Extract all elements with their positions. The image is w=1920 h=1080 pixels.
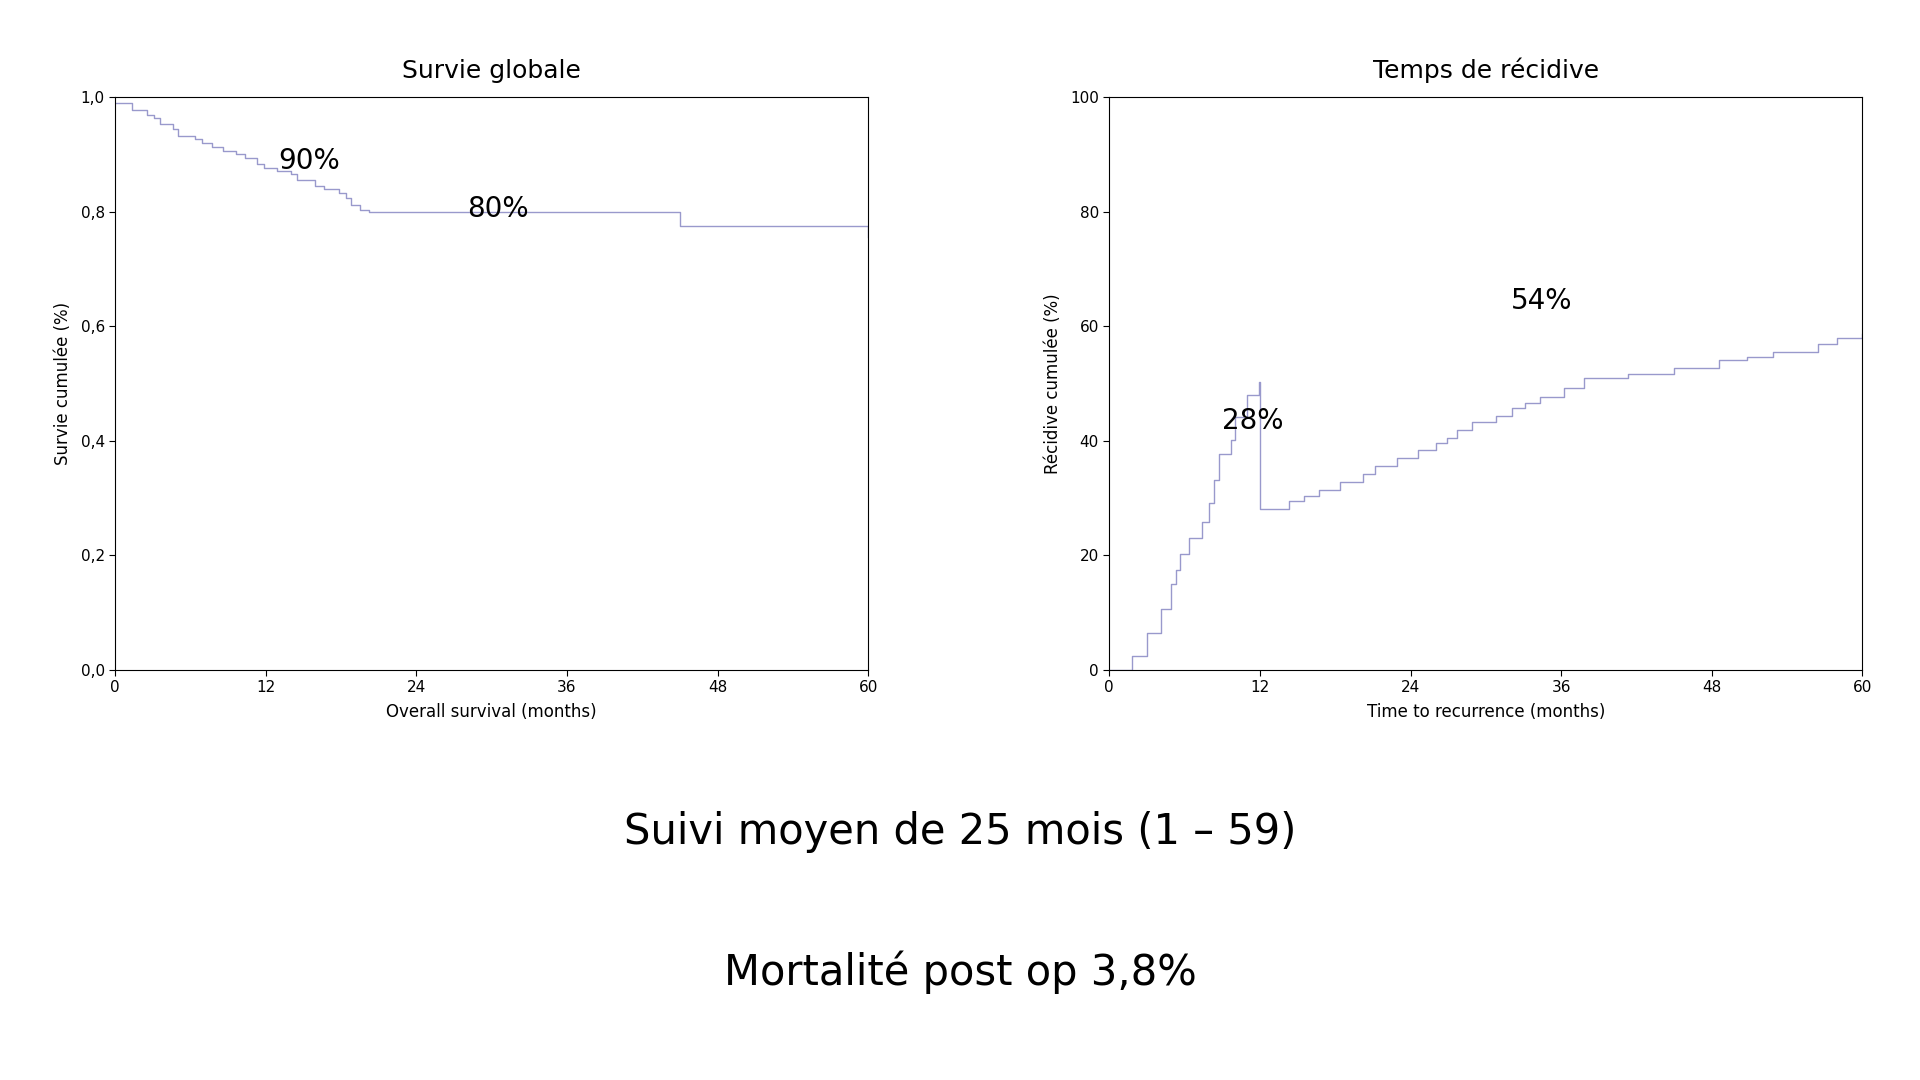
X-axis label: Overall survival (months): Overall survival (months) <box>386 703 597 721</box>
Y-axis label: Récidive cumulée (%): Récidive cumulée (%) <box>1044 293 1062 474</box>
Title: Temps de récidive: Temps de récidive <box>1373 57 1599 83</box>
Text: 80%: 80% <box>467 195 528 224</box>
Text: 90%: 90% <box>278 147 340 175</box>
X-axis label: Time to recurrence (months): Time to recurrence (months) <box>1367 703 1605 721</box>
Title: Survie globale: Survie globale <box>403 58 582 83</box>
Text: 28%: 28% <box>1223 407 1284 435</box>
Text: Mortalité post op 3,8%: Mortalité post op 3,8% <box>724 950 1196 994</box>
Y-axis label: Survie cumulée (%): Survie cumulée (%) <box>54 301 73 465</box>
Text: Suivi moyen de 25 mois (1 – 59): Suivi moyen de 25 mois (1 – 59) <box>624 811 1296 852</box>
Text: 54%: 54% <box>1511 287 1572 315</box>
